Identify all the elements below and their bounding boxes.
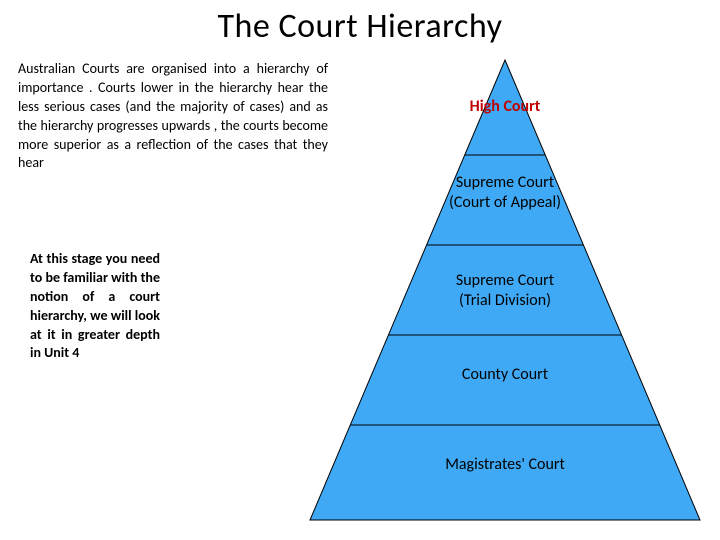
pyramid-level-3: County Court xyxy=(300,365,710,385)
pyramid-level-1-label: Supreme Court xyxy=(456,173,554,192)
pyramid-level-2-label: Supreme Court xyxy=(456,271,554,290)
page-title: The Court Hierarchy xyxy=(0,0,720,47)
pyramid-diagram: High Court Supreme Court (Court of Appea… xyxy=(300,55,710,535)
pyramid-level-2: Supreme Court (Trial Division) xyxy=(300,271,710,311)
pyramid-level-0-label: High Court xyxy=(470,97,541,116)
pyramid-level-3-label: County Court xyxy=(462,365,548,384)
note-paragraph: At this stage you need to be familiar wi… xyxy=(30,250,160,363)
pyramid-level-2-sub: (Trial Division) xyxy=(300,291,710,311)
intro-paragraph: Australian Courts are organised into a h… xyxy=(18,60,328,173)
pyramid-level-4-label: Magistrates' Court xyxy=(445,455,565,474)
pyramid-level-1-sub: (Court of Appeal) xyxy=(300,193,710,213)
pyramid-level-0: High Court xyxy=(300,97,710,117)
pyramid-level-1: Supreme Court (Court of Appeal) xyxy=(300,173,710,213)
pyramid-level-4: Magistrates' Court xyxy=(300,455,710,475)
